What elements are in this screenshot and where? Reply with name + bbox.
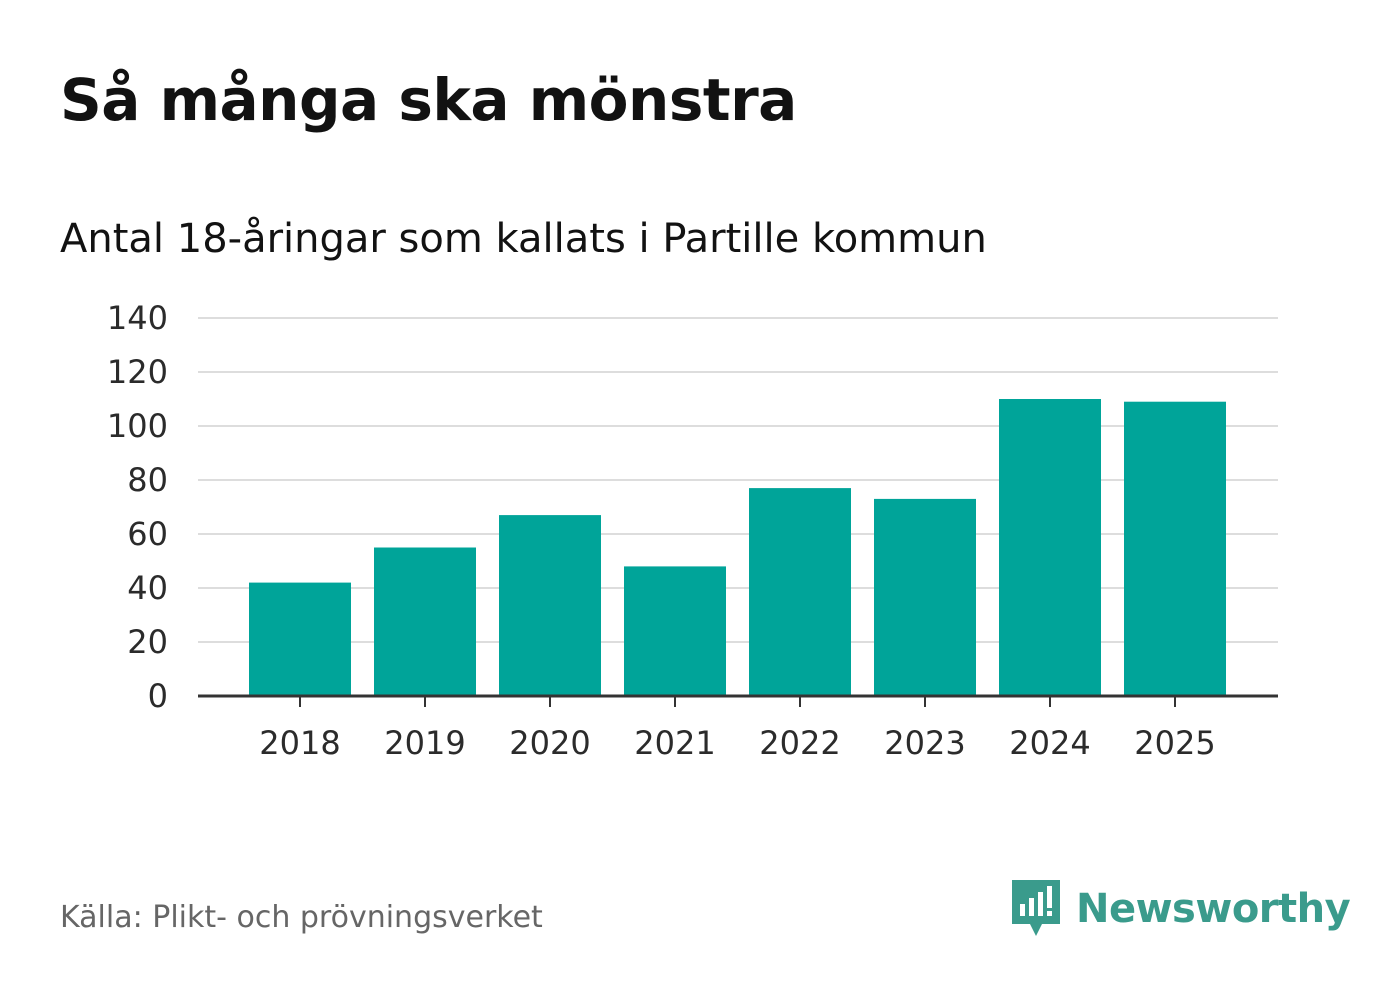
bar-2018	[249, 582, 351, 696]
y-tick-label: 120	[107, 353, 168, 391]
chart-subtitle: Antal 18-åringar som kallats i Partille …	[60, 216, 987, 262]
y-tick-label: 60	[127, 515, 168, 553]
x-tick-label: 2020	[509, 724, 590, 762]
newsworthy-logo-icon	[1012, 880, 1060, 936]
y-tick-label: 20	[127, 623, 168, 661]
chart-title: Så många ska mönstra	[60, 66, 797, 134]
y-tick-label: 80	[127, 461, 168, 499]
bar-2019	[374, 547, 476, 696]
y-tick-label: 100	[107, 407, 168, 445]
brand: Newsworthy	[1010, 878, 1351, 940]
bar-2022	[749, 488, 851, 696]
brand-name: Newsworthy	[1076, 886, 1351, 932]
x-tick-label: 2023	[884, 724, 965, 762]
source-note: Källa: Plikt- och prövningsverket	[60, 900, 543, 935]
y-tick-label: 140	[107, 299, 168, 337]
x-tick-label: 2022	[759, 724, 840, 762]
x-tick-label: 2025	[1134, 724, 1215, 762]
bar-2020	[499, 515, 601, 696]
bar-2025	[1124, 401, 1226, 696]
x-tick-label: 2024	[1009, 724, 1090, 762]
x-tick-label: 2021	[634, 724, 715, 762]
bar-2024	[999, 399, 1101, 696]
bar-2023	[874, 498, 976, 696]
x-tick-label: 2018	[259, 724, 340, 762]
bar-2021	[624, 566, 726, 696]
x-tick-label: 2019	[384, 724, 465, 762]
y-tick-label: 40	[127, 569, 168, 607]
y-tick-label: 0	[148, 677, 168, 715]
